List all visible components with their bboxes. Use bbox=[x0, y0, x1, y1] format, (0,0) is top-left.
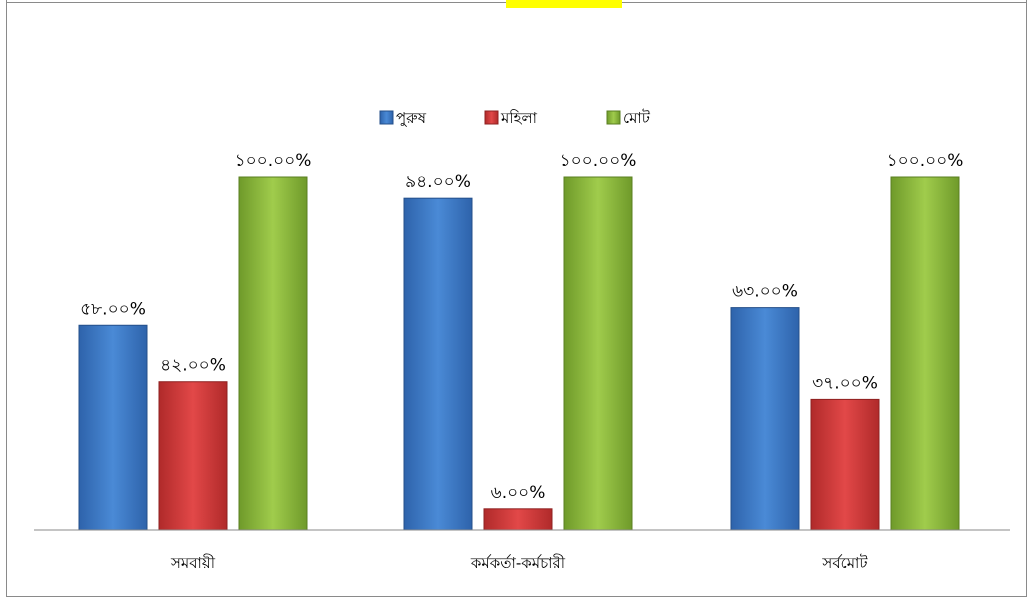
frame-top-border-right bbox=[622, 2, 1027, 3]
bar-total-2 bbox=[563, 176, 633, 531]
legend-swatch-male bbox=[379, 110, 394, 125]
data-label-male-3: ৬৩.০০% bbox=[732, 282, 798, 302]
title-highlight bbox=[506, 0, 622, 8]
legend-label-female: মহিলা bbox=[500, 109, 538, 127]
bar-female-1 bbox=[158, 381, 228, 531]
legend-swatch-female bbox=[484, 110, 499, 125]
bars-layer bbox=[78, 176, 960, 531]
legend-label-male: পুরুষ bbox=[396, 109, 427, 127]
bar-male-2 bbox=[403, 197, 473, 531]
category-label-2: কর্মকর্তা-কর্মচারী bbox=[470, 554, 566, 572]
data-label-male-1: ৫৮.০০% bbox=[80, 299, 146, 319]
legend-swatch-total bbox=[606, 110, 621, 125]
data-label-total-2: ১০০.০০% bbox=[560, 151, 637, 171]
bar-total-3 bbox=[890, 176, 960, 531]
data-label-female-3: ৩৭.০০% bbox=[812, 373, 878, 393]
bar-male-1 bbox=[78, 324, 148, 531]
bar-female-3 bbox=[810, 398, 880, 531]
legend: পুরুষ মহিলা মোট bbox=[379, 109, 651, 127]
data-label-female-1: ৪২.০০% bbox=[160, 356, 226, 376]
bar-male-3 bbox=[730, 307, 800, 531]
data-label-total-1: ১০০.০০% bbox=[235, 151, 312, 171]
data-label-male-2: ৯৪.০০% bbox=[405, 172, 471, 192]
labels-layer: ৫৮.০০% ৪২.০০% ১০০.০০% সমবায়ী ৯৪.০০% ৬.০০% ১০০… bbox=[80, 151, 963, 572]
frame-top-border-left bbox=[6, 2, 506, 3]
category-label-1: সমবায়ী bbox=[170, 554, 216, 572]
bar-female-2 bbox=[483, 508, 553, 531]
category-label-3: সর্বমোট bbox=[821, 554, 868, 572]
bar-total-1 bbox=[238, 176, 308, 531]
legend-label-total: মোট bbox=[623, 109, 651, 127]
data-label-total-3: ১০০.০০% bbox=[887, 151, 964, 171]
data-label-female-2: ৬.০০% bbox=[491, 483, 546, 503]
chart-frame bbox=[6, 0, 1027, 597]
